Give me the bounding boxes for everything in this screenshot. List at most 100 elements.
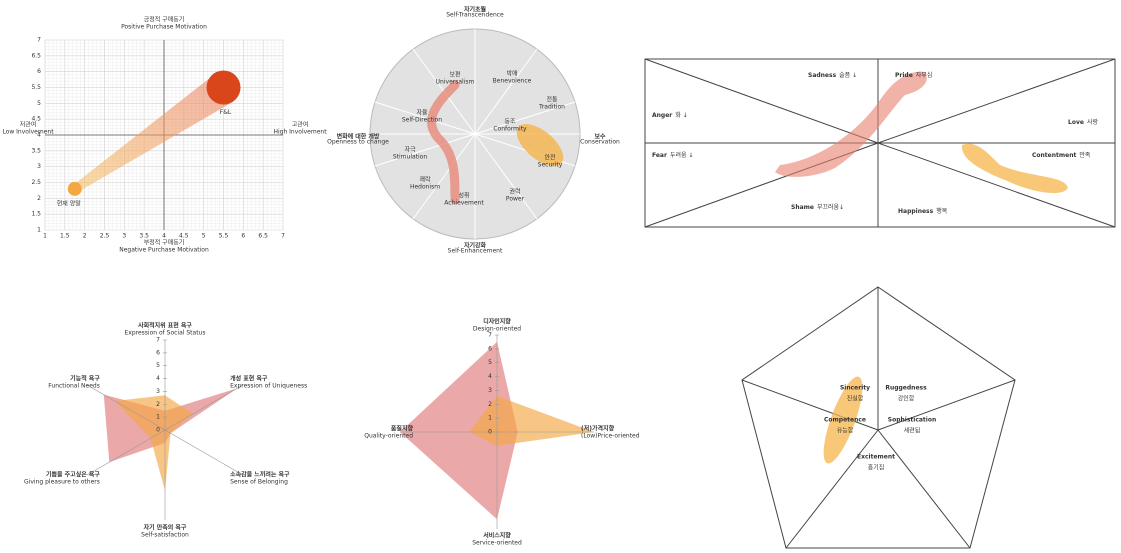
label: 품질지향 [391, 425, 414, 433]
y-tick-label: 6.5 [31, 52, 41, 59]
label: 변화에 대한 개방 [337, 133, 380, 141]
emotion-label: Happiness 행복 [898, 207, 948, 215]
label-sub: Conformity [493, 126, 527, 133]
label-sub: Expression of Uniqueness [230, 383, 307, 390]
label-sub: Universalism [436, 79, 475, 86]
label-sub: Self-Transcendence [446, 12, 504, 19]
y-tick-label: 2.5 [31, 179, 41, 186]
y-tick-label: 3 [37, 163, 41, 170]
emotion-en: Pride [895, 72, 913, 79]
x-tick-label: 3.5 [139, 233, 149, 240]
y-tick-label: 3.5 [31, 147, 41, 154]
label-sub: Self-Enhancement [448, 248, 503, 255]
r-tick-label: 4 [488, 373, 492, 380]
r-tick-label: 5 [488, 359, 492, 366]
point-label: F&L [220, 109, 232, 116]
values-trail [427, 80, 460, 205]
radar-axis [164, 384, 244, 431]
label-sub: Functional Needs [48, 383, 100, 390]
emotion-label: Sadness 슬픔 ↓ [808, 71, 857, 79]
r-tick-label: 2 [156, 401, 160, 408]
label: 성취 [458, 192, 469, 200]
label-sub: Stimulation [393, 154, 428, 161]
label-sub: Negative Purchase Motivation [119, 247, 209, 254]
label-sub: Service-oriented [472, 540, 522, 547]
r-tick-label: 1 [156, 414, 160, 421]
y-tick-label: 4.5 [31, 116, 41, 123]
emotion-label: Anger 화 ↓ [652, 112, 688, 119]
x-tick-label: 4.5 [179, 233, 189, 240]
r-tick-label: 4 [156, 375, 160, 382]
y-tick-label: 1 [37, 227, 41, 234]
y-tick-label: 5 [37, 100, 41, 107]
y-tick-label: 7 [37, 37, 41, 44]
emotion-label: Pride 자부심 [895, 71, 932, 79]
emotion-trail [775, 71, 927, 177]
r-tick-label: 2 [488, 401, 492, 408]
emotion-label: Shame 부끄러움↓ [791, 203, 844, 211]
personality-blob [823, 376, 863, 464]
label: 자극 [404, 146, 416, 154]
emotion-en: Anger [652, 112, 672, 119]
label-sub: Giving pleasure to others [24, 479, 100, 486]
personality-ko: 세련됨 [904, 427, 921, 435]
emotion-label: Fear 두려움 ↓ [652, 151, 693, 159]
x-tick-label: 7 [281, 233, 285, 240]
emotion-ko: 두려움 ↓ [670, 151, 694, 159]
label: 사회적지위 표현 욕구 [138, 322, 192, 330]
emotion-blob [961, 143, 1068, 194]
label-sub: Self-satisfaction [141, 532, 189, 539]
x-tick-label: 6 [241, 233, 245, 240]
x-tick-label: 2.5 [100, 233, 110, 240]
x-tick-label: 2 [83, 233, 87, 240]
label: 전통 [546, 96, 558, 104]
label-sub: Achievement [444, 200, 484, 207]
emotion-ko: 부끄러움↓ [817, 203, 844, 211]
point [206, 70, 241, 105]
emotion-ko: 행복 [936, 207, 948, 215]
label-sub: Positive Purchase Motivation [121, 24, 207, 31]
label: (저)가격지향 [581, 425, 615, 433]
label: 서비스지향 [483, 532, 511, 540]
y-tick-label: 6 [37, 68, 41, 75]
x-tick-label: 4 [162, 233, 166, 240]
personality-en: Excitement [857, 454, 895, 461]
label-sub: Sense of Belonging [230, 479, 288, 486]
emotion-ko: 슬픔 ↓ [839, 71, 857, 79]
r-tick-label: 7 [488, 332, 492, 339]
personality-en: Ruggedness [885, 385, 927, 392]
label: 고관여 [292, 121, 309, 129]
label: 안전 [544, 154, 555, 162]
label-sub: Hedonism [410, 184, 440, 191]
r-tick-label: 3 [488, 387, 492, 394]
label: 개성 표현 욕구 [230, 375, 268, 383]
personality-en: Competence [824, 417, 866, 424]
label-sub: Expression of Social Status [125, 330, 206, 337]
x-tick-label: 1 [43, 233, 47, 240]
label-sub: Tradition [538, 104, 565, 111]
r-tick-label: 0 [488, 429, 492, 436]
x-tick-label: 6.5 [258, 233, 268, 240]
label-sub: Conservation [580, 139, 620, 146]
label: 긍정적 구매동기 [144, 16, 185, 24]
r-tick-label: 3 [156, 388, 160, 395]
label: 박애 [506, 70, 517, 78]
point [67, 181, 82, 196]
label: 자기초월 [464, 6, 487, 14]
emotion-en: Fear [652, 152, 667, 159]
label: 동조 [504, 119, 516, 126]
label-sub: Low Involvement [2, 129, 54, 136]
radar-axis [164, 429, 244, 476]
x-tick-label: 1.5 [60, 233, 70, 240]
label: 디자인지향 [483, 318, 511, 326]
emotion-ko: 사랑 [1087, 118, 1099, 126]
emotion-en: Contentment [1032, 152, 1076, 159]
personality-ko: 강인함 [898, 395, 915, 403]
emotion-en: Love [1068, 119, 1084, 126]
radar-axis [86, 429, 166, 476]
label: 자율 [416, 109, 428, 117]
label-sub: Openness to change [327, 139, 389, 146]
label: 보수 [594, 134, 606, 141]
label: 기능적 욕구 [70, 375, 100, 383]
pentagon [741, 286, 1016, 549]
